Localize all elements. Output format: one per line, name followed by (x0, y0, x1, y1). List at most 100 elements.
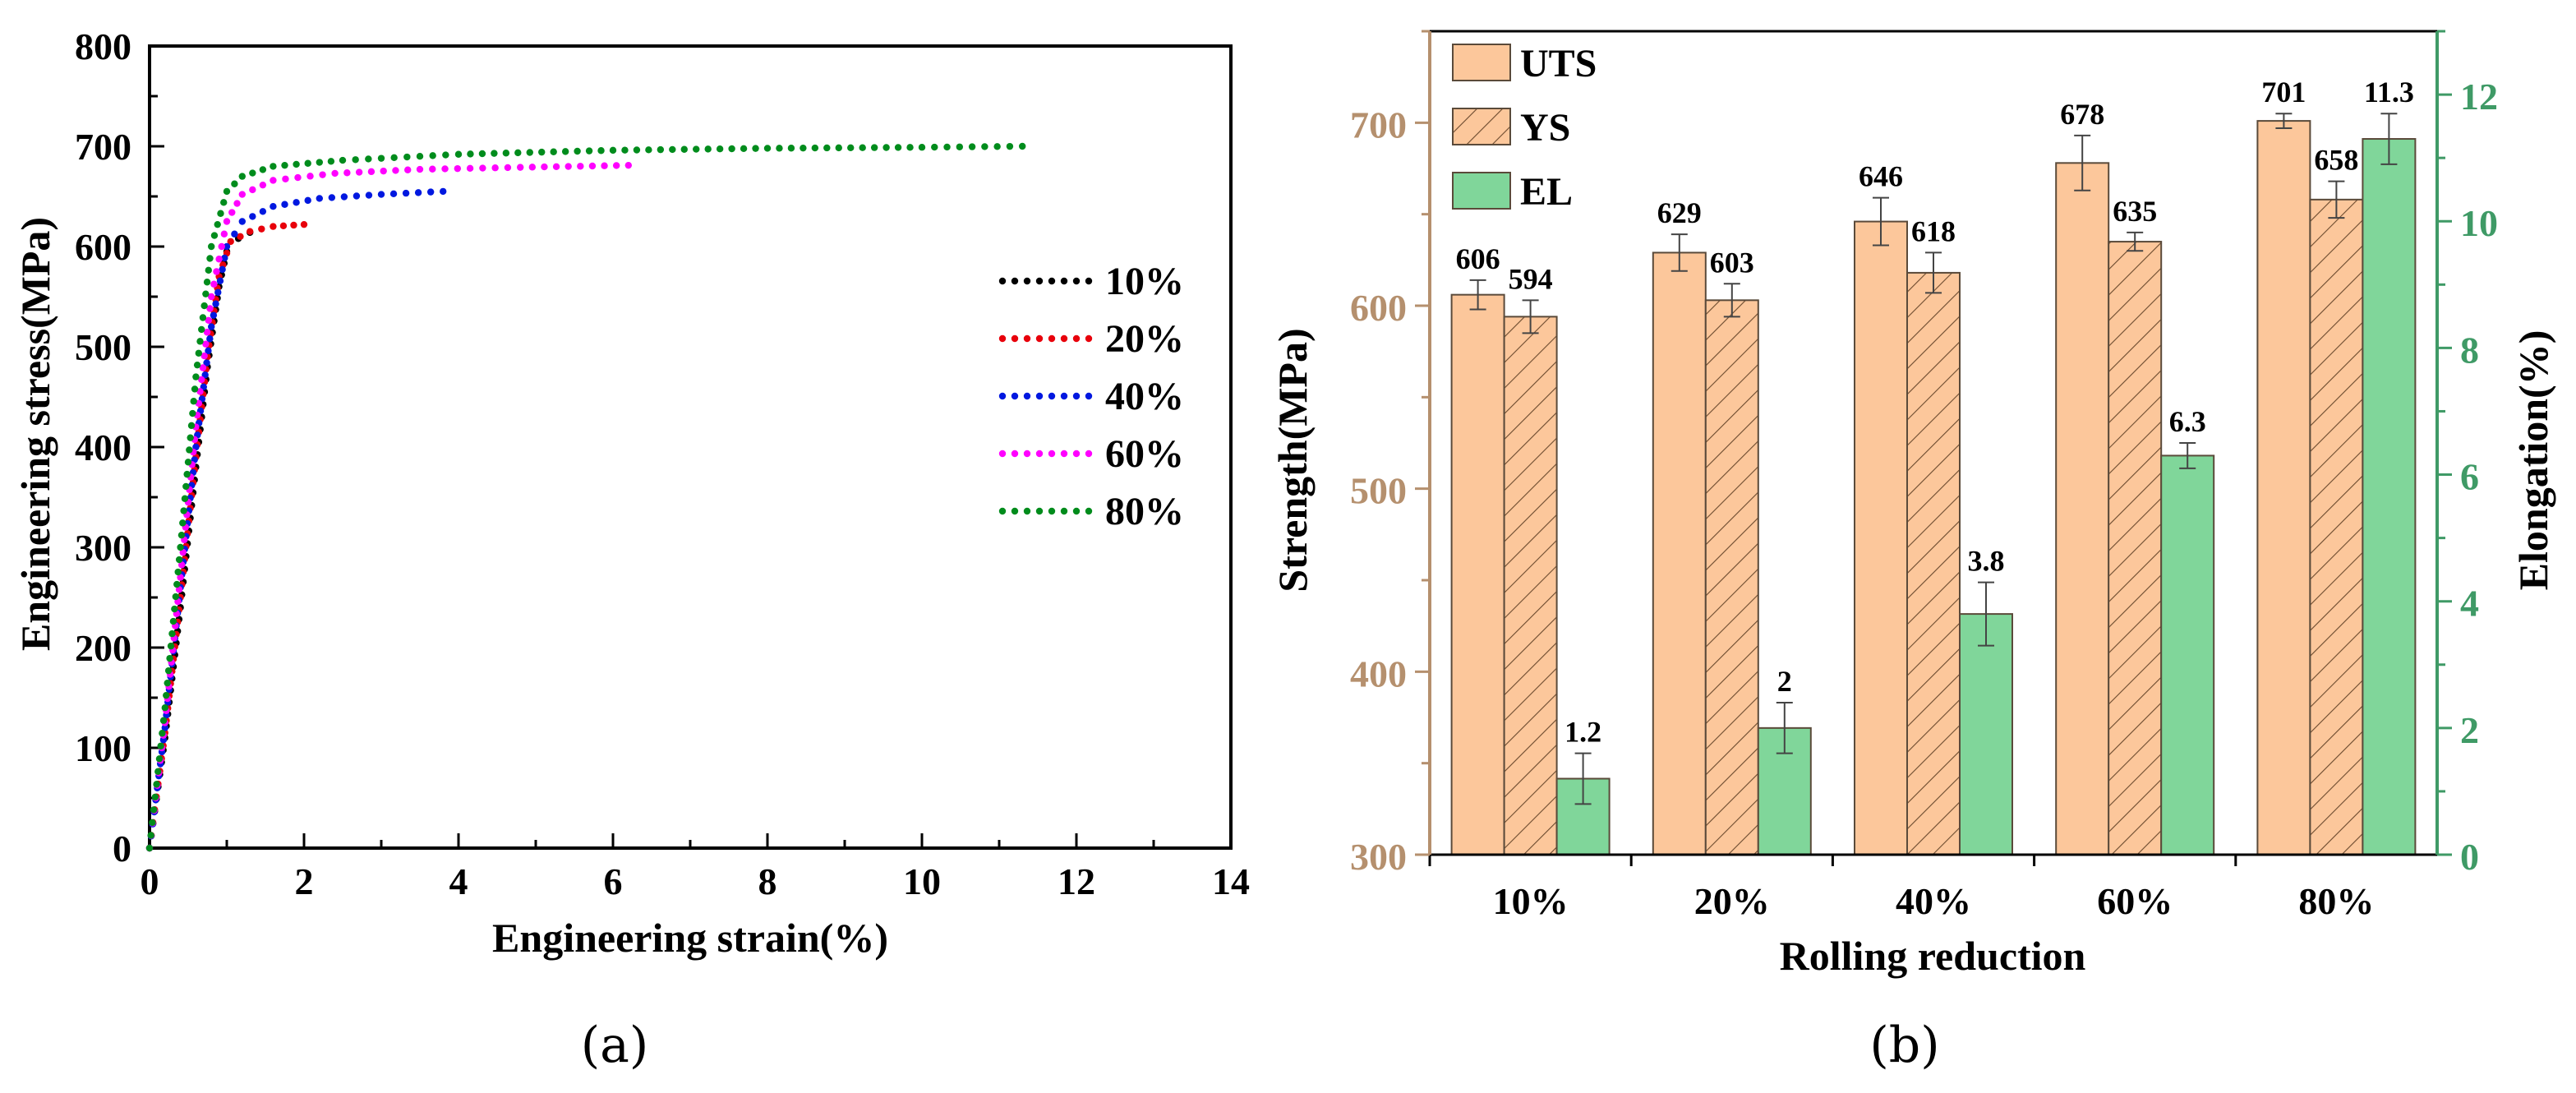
x-tick-label: 20% (1694, 880, 1770, 922)
data-point (177, 531, 186, 539)
data-point (597, 147, 605, 154)
data-point (956, 143, 964, 150)
legend-dot (1085, 277, 1093, 285)
legend-dot (1048, 392, 1056, 400)
data-point (198, 325, 205, 334)
panel-b-legend: UTS YS EL (1452, 42, 1597, 214)
data-label: 678 (2060, 98, 2104, 131)
data-point (218, 242, 225, 251)
data-point (859, 144, 866, 151)
data-point (220, 199, 228, 206)
data-point (588, 162, 597, 170)
data-point (189, 409, 196, 417)
data-label: 629 (1657, 196, 1702, 229)
data-point (203, 279, 211, 286)
data-point (210, 280, 218, 288)
legend-dot (998, 277, 1007, 285)
data-point (479, 164, 486, 172)
legend-key-20pct (998, 334, 1093, 343)
data-point (161, 704, 168, 712)
data-point (154, 768, 162, 776)
legend-label: YS (1520, 106, 1570, 150)
data-point (365, 155, 372, 163)
data-point (200, 302, 208, 310)
data-point (157, 742, 164, 749)
data-point (541, 163, 548, 171)
data-point (173, 580, 181, 588)
data-point (201, 371, 209, 379)
bar-ys (1704, 299, 1759, 855)
data-point (159, 717, 168, 724)
data-point (968, 143, 976, 150)
data-point (149, 819, 156, 827)
data-point (403, 153, 411, 161)
data-point (169, 617, 177, 625)
data-point (281, 201, 288, 208)
data-point (429, 165, 436, 173)
x-tick-label: 80% (2298, 880, 2374, 922)
data-point (233, 200, 241, 207)
legend-dot (1035, 277, 1044, 285)
data-point (441, 165, 449, 173)
legend-key-40pct (998, 392, 1093, 400)
legend-dot (1085, 450, 1093, 458)
data-point (145, 844, 154, 852)
bar-el (2362, 138, 2417, 855)
data-point (454, 164, 462, 173)
data-point (680, 145, 688, 153)
data-point (943, 143, 951, 151)
data-point (270, 177, 277, 184)
data-point (716, 145, 724, 153)
legend-label: UTS (1520, 42, 1597, 85)
panel-b-x-axis: 10% 20% 40% 60% 80% (1428, 855, 2374, 922)
panel-b-right-y-axis-title: Elongation(%) (2510, 330, 2556, 591)
data-point (205, 316, 212, 325)
data-point (177, 561, 186, 569)
panel-a-plot-frame (148, 44, 1233, 850)
data-point (577, 163, 584, 170)
legend-label: 10% (1105, 260, 1184, 303)
data-point (228, 209, 236, 216)
left-y-tick-label: 700 (1350, 104, 1407, 145)
left-y-tick-label: 600 (1350, 287, 1407, 329)
legend-dot (1011, 507, 1019, 515)
x-tick-label: 0 (141, 860, 159, 902)
error-bar (1978, 581, 1994, 647)
data-point (293, 199, 300, 206)
legend-label: 40% (1105, 375, 1184, 418)
panel-a-label: (a) (581, 1017, 649, 1074)
legend-dot (1072, 450, 1081, 458)
x-tick-label: 40% (1896, 880, 1971, 922)
data-point (454, 150, 463, 158)
data-point (187, 434, 194, 441)
data-point (177, 574, 184, 581)
data-point (561, 148, 569, 155)
legend-dot (998, 392, 1007, 400)
data-point (402, 189, 410, 197)
data-point (377, 191, 385, 198)
data-point (870, 144, 878, 151)
error-bar (1522, 299, 1539, 334)
data-point (585, 147, 593, 154)
data-point (811, 144, 819, 152)
data-point (206, 305, 214, 312)
data-point (180, 507, 187, 514)
data-label: 618 (1911, 214, 1956, 247)
bar-ys (1503, 316, 1558, 855)
panel-a-y-axis-title: Engineering stress(MPa) (12, 217, 58, 651)
data-point (221, 254, 228, 262)
legend-dot (1035, 450, 1044, 458)
data-point (208, 323, 215, 330)
legend-dot (1060, 450, 1068, 458)
x-tick-label: 10% (1493, 880, 1569, 922)
data-point (918, 144, 926, 151)
data-label: 606 (1456, 242, 1500, 275)
y-tick-label: 300 (75, 527, 131, 569)
data-point (210, 311, 218, 319)
data-point (191, 385, 199, 393)
data-point (290, 221, 297, 229)
panel-a-x-axis: 0 2 4 6 8 10 12 14 (141, 833, 1250, 902)
data-point (293, 160, 300, 168)
data-point (238, 218, 246, 225)
x-tick-label: 12 (1058, 860, 1095, 902)
